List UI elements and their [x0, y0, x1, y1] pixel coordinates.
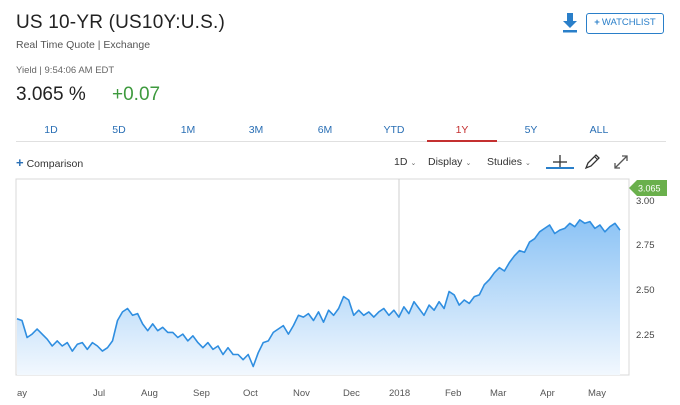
yield-chart[interactable]: 3.00 2.75 2.50 2.25 ay Jul Aug Sep Oct N… — [0, 178, 680, 405]
x-tick-label: Apr — [540, 388, 555, 399]
x-tick-label: 2018 — [389, 388, 410, 399]
add-to-watchlist-button[interactable]: + WATCHLIST — [586, 13, 664, 34]
last-value-label: 3.065 — [638, 184, 661, 194]
tab-5y[interactable]: 5Y — [524, 124, 538, 136]
x-tick-label: Dec — [343, 388, 360, 399]
y-axis: 3.00 2.75 2.50 2.25 — [636, 196, 655, 341]
download-icon[interactable] — [561, 12, 579, 34]
x-tick-label: Oct — [243, 388, 258, 399]
tab-all[interactable]: ALL — [589, 124, 609, 136]
tab-1m[interactable]: 1M — [180, 124, 196, 136]
page-title: US 10-YR (US10Y:U.S.) — [16, 12, 226, 33]
display-label: Display — [428, 156, 463, 168]
comparison-button[interactable]: + Comparison — [16, 155, 83, 170]
chevron-down-icon: ⌄ — [525, 160, 531, 167]
quote-change: +0.07 — [112, 84, 161, 105]
y-tick-label: 2.25 — [636, 330, 655, 341]
tab-6m[interactable]: 6M — [317, 124, 333, 136]
x-tick-label: ay — [17, 388, 27, 399]
y-tick-label: 3.00 — [636, 196, 655, 207]
tab-1y[interactable]: 1Y — [427, 122, 497, 142]
last-value-badge: 3.065 — [629, 180, 667, 196]
display-menu[interactable]: Display ⌄ — [428, 156, 471, 168]
range-tabs: 1D 5D 1M 3M 6M YTD 1Y 5Y ALL — [16, 122, 666, 142]
area-fill — [17, 219, 620, 375]
tab-3m[interactable]: 3M — [248, 124, 264, 136]
tab-5d[interactable]: 5D — [112, 124, 126, 136]
pencil-icon[interactable] — [581, 152, 603, 172]
quote-source: Real Time Quote | Exchange — [16, 39, 151, 51]
expand-icon[interactable] — [610, 152, 632, 172]
series-line — [16, 219, 621, 368]
tab-ytd[interactable]: YTD — [383, 124, 405, 136]
quote-value: 3.065 % — [16, 84, 86, 105]
x-tick-label: Aug — [141, 388, 158, 399]
interval-select[interactable]: 1D ⌄ — [394, 156, 416, 168]
chart-toolbar: + Comparison 1D ⌄ Display ⌄ Studies ⌄ — [16, 152, 666, 173]
y-tick-label: 2.75 — [636, 240, 655, 251]
x-tick-label: Mar — [490, 388, 506, 399]
studies-menu[interactable]: Studies ⌄ — [487, 156, 531, 168]
x-tick-label: Jul — [93, 388, 105, 399]
x-tick-label: Nov — [293, 388, 310, 399]
x-tick-label: Feb — [445, 388, 461, 399]
tab-1d[interactable]: 1D — [44, 124, 58, 136]
studies-label: Studies — [487, 156, 523, 168]
x-tick-label: May — [588, 388, 606, 399]
x-tick-label: Sep — [193, 388, 210, 399]
comparison-label: Comparison — [26, 158, 84, 170]
x-axis: ay Jul Aug Sep Oct Nov Dec 2018 Feb Mar … — [17, 388, 606, 399]
watchlist-label: WATCHLIST — [601, 17, 656, 28]
active-tool-indicator — [546, 167, 574, 169]
chevron-down-icon: ⌄ — [465, 160, 472, 167]
y-tick-label: 2.50 — [636, 285, 655, 296]
plus-icon: + — [594, 17, 600, 28]
interval-label: 1D — [394, 156, 408, 168]
plus-icon: + — [16, 155, 24, 170]
crosshair-icon[interactable] — [549, 152, 571, 172]
quote-meta: Yield | 9:54:06 AM EDT — [16, 65, 115, 76]
chevron-down-icon: ⌄ — [410, 160, 417, 167]
